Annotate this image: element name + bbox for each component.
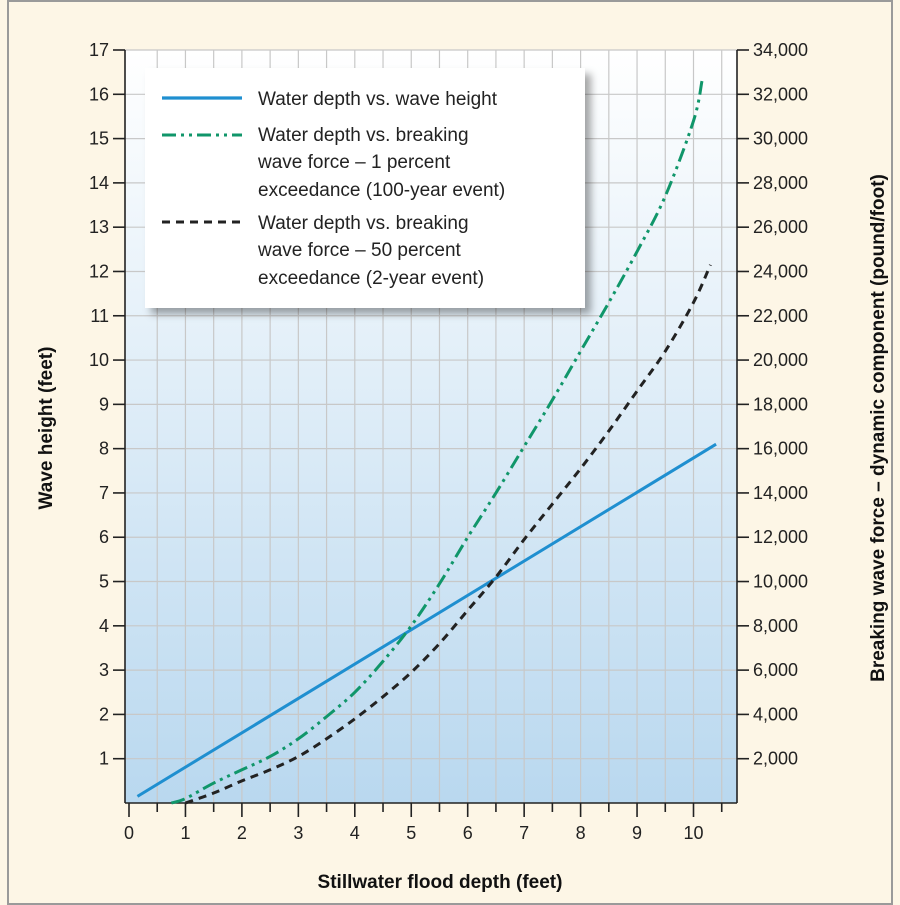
y-right-tick-label: 4,000 xyxy=(753,704,798,724)
y-left-tick-label: 15 xyxy=(89,129,109,149)
y-left-tick-label: 9 xyxy=(99,394,109,414)
y-left-tick-label: 14 xyxy=(89,173,109,193)
legend: Water depth vs. wave height Water depth … xyxy=(145,68,585,308)
y-left-tick-label: 8 xyxy=(99,439,109,459)
y-right-tick-label: 32,000 xyxy=(753,84,808,104)
y-right-tick-label: 12,000 xyxy=(753,527,808,547)
y-left-tick-label: 17 xyxy=(89,40,109,60)
y-left-tick-label: 7 xyxy=(99,483,109,503)
x-tick-label: 3 xyxy=(293,823,303,843)
legend-label-force-50pct-line2: wave force – 50 percent xyxy=(257,240,462,261)
y-left-tick-label: 11 xyxy=(90,306,109,326)
y-right-tick-label: 10,000 xyxy=(753,572,808,592)
y-right-tick-label: 6,000 xyxy=(753,660,798,680)
legend-label-force-1pct-line1: Water depth vs. breaking xyxy=(258,125,469,146)
x-tick-label: 10 xyxy=(683,823,703,843)
y-left-tick-label: 6 xyxy=(99,527,109,547)
y-left-tick-label: 1 xyxy=(99,749,109,769)
legend-label-force-1pct-line3: exceedance (100-year event) xyxy=(258,180,505,201)
x-tick-label: 1 xyxy=(180,823,190,843)
x-tick-label: 4 xyxy=(350,823,360,843)
y-left-tick-label: 4 xyxy=(99,616,109,636)
legend-box xyxy=(145,68,585,308)
figure-frame xyxy=(7,0,893,905)
legend-label-force-50pct-line3: exceedance (2-year event) xyxy=(258,268,484,289)
series-lines xyxy=(136,80,717,805)
series-line-force-1pct xyxy=(170,80,704,805)
y-right-tick-label: 34,000 xyxy=(753,40,808,60)
x-tick-label: 6 xyxy=(463,823,473,843)
x-axis-title: Stillwater flood depth (feet) xyxy=(318,872,563,893)
axes xyxy=(113,49,749,817)
y-left-tick-label: 16 xyxy=(89,84,109,104)
legend-label-force-1pct-line2: wave force – 1 percent xyxy=(257,152,451,173)
y-left-tick-label: 2 xyxy=(99,704,109,724)
y-right-tick-label: 2,000 xyxy=(753,749,798,769)
y-right-tick-label: 30,000 xyxy=(753,129,808,149)
y-left-tick-label: 12 xyxy=(89,261,109,281)
y-axis-title-left: Wave height (feet) xyxy=(36,347,57,510)
y-left-tick-label: 3 xyxy=(99,660,109,680)
y-right-tick-label: 18,000 xyxy=(753,394,808,414)
x-tick-label: 0 xyxy=(124,823,134,843)
y-right-tick-label: 14,000 xyxy=(753,483,808,503)
x-tick-label: 7 xyxy=(519,823,529,843)
legend-label-force-50pct-line1: Water depth vs. breaking xyxy=(258,213,469,234)
legend-label-wave-height: Water depth vs. wave height xyxy=(258,89,498,110)
y-left-tick-label: 5 xyxy=(99,572,109,592)
y-left-tick-label: 13 xyxy=(89,217,109,237)
y-right-tick-label: 28,000 xyxy=(753,173,808,193)
x-tick-label: 5 xyxy=(406,823,416,843)
y-right-tick-label: 20,000 xyxy=(753,350,808,370)
y-right-tick-label: 24,000 xyxy=(753,261,808,281)
y-right-tick-label: 16,000 xyxy=(753,439,808,459)
series-line-force-50pct xyxy=(184,264,712,805)
x-tick-label: 9 xyxy=(632,823,642,843)
y-axis-title-right: Breaking wave force – dynamic component … xyxy=(868,174,889,682)
series-line-wave-height xyxy=(136,442,717,798)
x-tick-label: 2 xyxy=(237,823,247,843)
x-tick-label: 8 xyxy=(576,823,586,843)
y-right-tick-label: 22,000 xyxy=(753,306,808,326)
y-left-tick-label: 10 xyxy=(89,350,109,370)
y-right-tick-label: 8,000 xyxy=(753,616,798,636)
tick-labels: 12345678910111213141516172,0004,0006,000… xyxy=(89,40,808,843)
y-right-tick-label: 26,000 xyxy=(753,217,808,237)
